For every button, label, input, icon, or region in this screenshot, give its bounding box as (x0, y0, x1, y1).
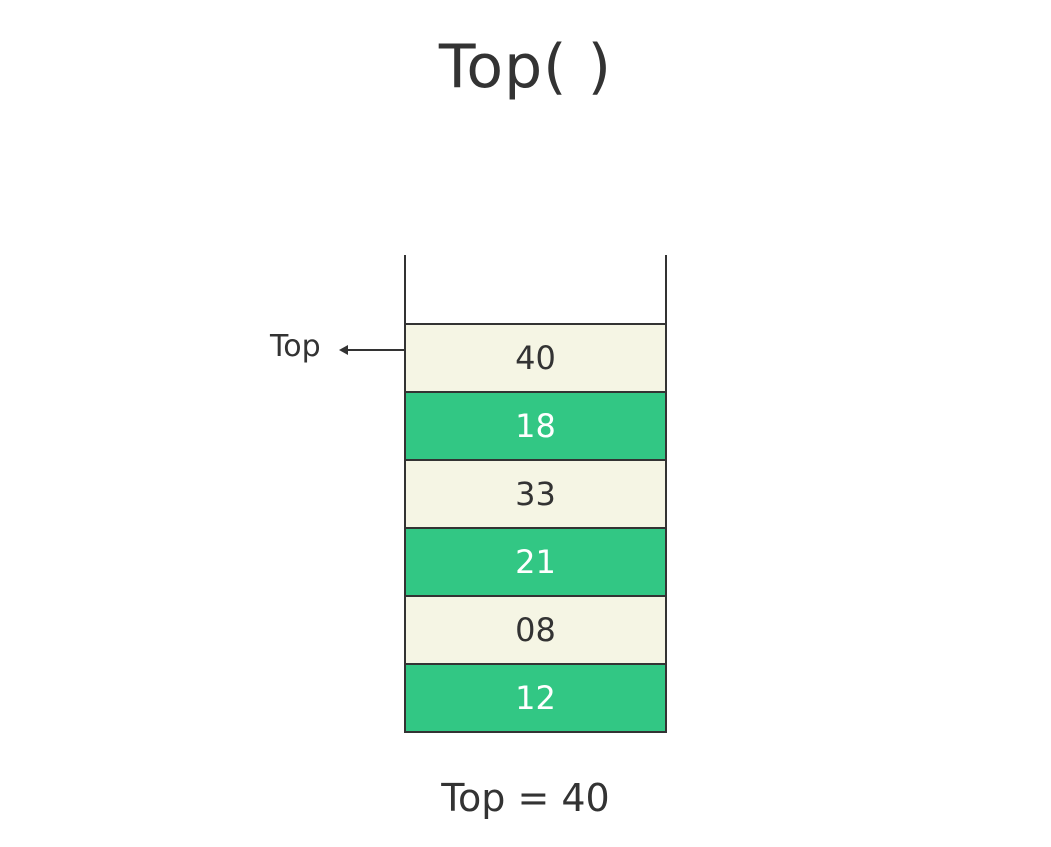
stack-cell-top: 40 (406, 325, 665, 393)
stack-container: 40 18 33 21 08 12 (404, 323, 667, 733)
diagram-title: Top( ) (438, 32, 613, 102)
stack-cell: 33 (406, 461, 665, 529)
stack-cell: 21 (406, 529, 665, 597)
top-pointer-label: Top (270, 329, 321, 364)
stack-left-wall (404, 255, 406, 325)
stack-cell: 18 (406, 393, 665, 461)
stack-right-wall (665, 255, 667, 325)
result-text: Top = 40 (441, 776, 610, 820)
stack-cell: 08 (406, 597, 665, 665)
stack-cell-bottom: 12 (406, 665, 665, 733)
left-arrow-icon (339, 345, 404, 355)
